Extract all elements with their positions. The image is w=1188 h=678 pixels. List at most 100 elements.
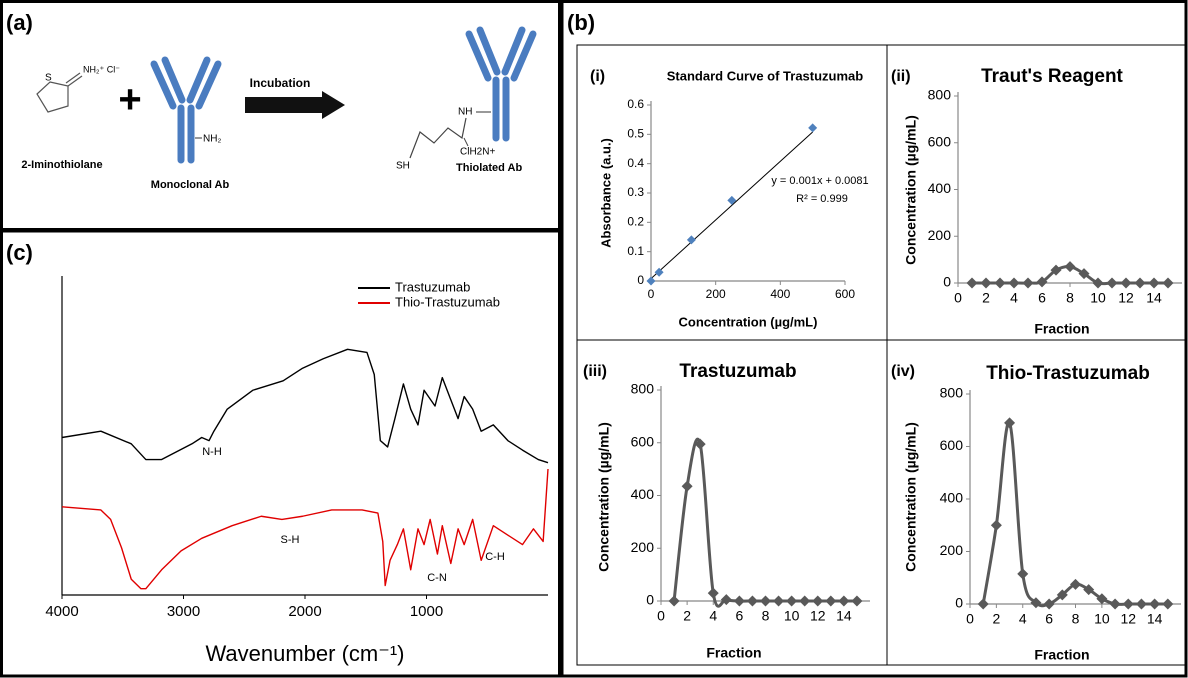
data-point xyxy=(1106,277,1118,289)
x-tick-label: 8 xyxy=(1066,290,1074,306)
x-tick-label: 8 xyxy=(762,608,770,624)
panel-label: (c) xyxy=(6,240,33,265)
x-tick-label: 2 xyxy=(982,290,990,306)
data-point xyxy=(799,595,811,607)
x-tick-label: 0 xyxy=(648,287,655,301)
x-tick-label: 6 xyxy=(1045,611,1053,627)
chart-title: Trastuzumab xyxy=(679,361,796,382)
subpanel-label: (i) xyxy=(590,68,605,85)
y-tick-label: 0.6 xyxy=(627,97,644,111)
x-tick-label: 600 xyxy=(835,287,855,301)
subpanel-label: (iv) xyxy=(891,363,915,380)
peak-annotation: S-H xyxy=(281,534,300,546)
x-tick-label: 4000 xyxy=(45,603,78,620)
data-point xyxy=(1004,417,1016,429)
chart: 0 2 4 6 8 10 12 14 0 200 400 600 800 Thio-Trastuzumab… xyxy=(891,363,1181,663)
chart-title: Thio-Trastuzumab xyxy=(986,363,1150,384)
data-point xyxy=(980,277,992,289)
series-line xyxy=(61,348,549,464)
legend-label: Trastuzumab xyxy=(395,279,470,294)
chart: 0 200 400 600 0 0.1 0.2 0.3 0.4 0.5 0.6 Standard Cu… xyxy=(590,68,869,329)
data-point xyxy=(1149,598,1161,610)
x-tick-label: 14 xyxy=(1147,611,1163,627)
subpanel-label: (ii) xyxy=(891,68,911,85)
x-tick-label: 10 xyxy=(1094,611,1110,627)
compound-label: Thiolated Ab xyxy=(456,162,522,174)
data-point xyxy=(720,594,732,606)
series-line xyxy=(672,437,857,608)
group-label: NH₂ xyxy=(203,134,221,145)
compound-label: Monoclonal Ab xyxy=(151,179,230,191)
bond xyxy=(65,72,81,84)
x-tick-label: 0 xyxy=(954,290,962,306)
data-point xyxy=(1134,277,1146,289)
data-point xyxy=(1056,589,1068,601)
y-axis-label: Absorbance (a.u.) xyxy=(598,138,613,248)
x-tick-label: 0 xyxy=(966,611,974,627)
data-point xyxy=(686,235,696,245)
antibody-chain xyxy=(465,30,492,82)
reaction-scheme: S NH₂⁺ Cl⁻ 2-Iminothiolane + NH₂ Monoclo… xyxy=(21,26,537,191)
chart: 0 2 4 6 8 10 12 14 0 200 400 600 800 Traut's Reagent (… xyxy=(891,66,1182,337)
data-point xyxy=(707,587,719,599)
data-point xyxy=(1109,598,1121,610)
x-tick-label: 6 xyxy=(1038,290,1046,306)
group-label: NH xyxy=(458,107,472,118)
data-point xyxy=(773,595,785,607)
y-axis-label: Concentration (µg/mL) xyxy=(596,422,612,572)
data-point xyxy=(1022,277,1034,289)
x-tick-label: 12 xyxy=(1120,611,1136,627)
data-point xyxy=(1017,568,1029,580)
antibody-chain xyxy=(501,26,526,76)
y-axis-label: Concentration (µg/mL) xyxy=(903,422,919,572)
data-point xyxy=(838,595,850,607)
antibody-icon xyxy=(465,26,537,142)
y-tick-label: 400 xyxy=(631,486,655,502)
frame-c xyxy=(0,229,561,678)
y-tick-label: 200 xyxy=(940,542,964,558)
y-tick-label: 800 xyxy=(940,385,964,401)
x-tick-label: 12 xyxy=(810,608,826,624)
x-axis-label: Fraction xyxy=(706,645,761,661)
x-tick-label: 4 xyxy=(709,608,717,624)
trendline-r2: R² = 0.999 xyxy=(796,193,848,205)
x-tick-label: 1000 xyxy=(410,603,443,620)
data-point xyxy=(694,438,706,450)
data-point xyxy=(733,595,745,607)
x-tick-label: 6 xyxy=(735,608,743,624)
antibody-icon xyxy=(150,56,222,164)
data-point xyxy=(1120,277,1132,289)
data-point xyxy=(977,598,989,610)
x-axis-label: Concentration (µg/mL) xyxy=(679,314,818,329)
trendline xyxy=(650,131,814,279)
panel-label: (a) xyxy=(6,10,33,35)
x-tick-label: 2 xyxy=(683,608,691,624)
x-axis-label: Fraction xyxy=(1034,647,1089,663)
y-tick-label: 0.5 xyxy=(627,127,644,141)
bond xyxy=(67,75,83,87)
data-point xyxy=(1030,597,1042,609)
chart: 0 2 4 6 8 10 12 14 0 200 400 600 800 Trastuzumab (iii)… xyxy=(583,361,870,661)
data-point xyxy=(1036,276,1048,288)
y-tick-label: 200 xyxy=(928,227,952,243)
data-point xyxy=(1043,598,1055,610)
peak-annotation: C-H xyxy=(485,551,505,563)
data-point xyxy=(646,276,656,286)
peak-annotation: N-H xyxy=(202,446,222,458)
y-tick-label: 200 xyxy=(631,539,655,555)
subplot-grid xyxy=(576,44,1187,666)
chart: 4000 3000 2000 1000 Wavenumber (cm⁻¹) N-H S-H C… xyxy=(45,276,549,666)
data-point xyxy=(808,123,818,133)
y-tick-label: 800 xyxy=(631,381,655,397)
compound-label: 2-Iminothiolane xyxy=(21,159,102,171)
data-point xyxy=(851,595,863,607)
y-tick-label: 400 xyxy=(928,180,952,196)
group-label: SH xyxy=(396,161,410,172)
frame-b xyxy=(560,0,1188,678)
y-tick-label: 600 xyxy=(631,433,655,449)
x-tick-label: 2000 xyxy=(288,603,321,620)
data-point xyxy=(966,277,978,289)
y-tick-label: 0.2 xyxy=(627,215,644,229)
data-point xyxy=(760,595,771,607)
